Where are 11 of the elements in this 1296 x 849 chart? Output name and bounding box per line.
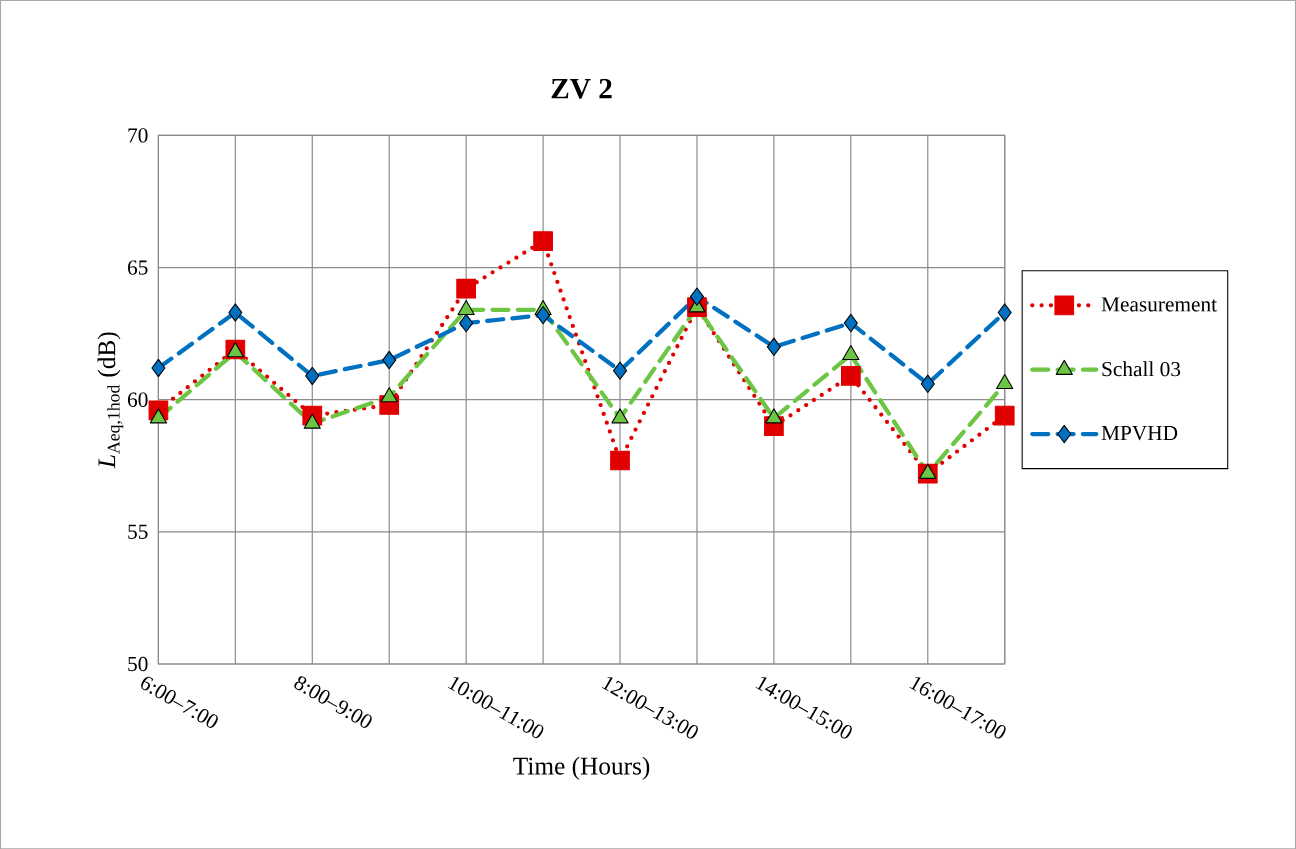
y-axis-title: L$_{Aeq,1hod}$ (dB) [97,332,124,469]
y-tick-label: 60 [127,392,148,407]
y-tick-label: 65 [127,260,148,275]
x-axis-title: Time (Hours) [513,756,650,780]
chart-title: ZV 2 [551,78,612,99]
legend-label: MPVHD [1101,425,1178,441]
legend-label: Measurement [1101,297,1217,312]
legend-label: Schall 03 [1102,361,1181,377]
y-tick-label: 70 [128,128,148,143]
y-tick-label: 55 [128,524,148,539]
y-tick-label: 50 [128,656,148,671]
